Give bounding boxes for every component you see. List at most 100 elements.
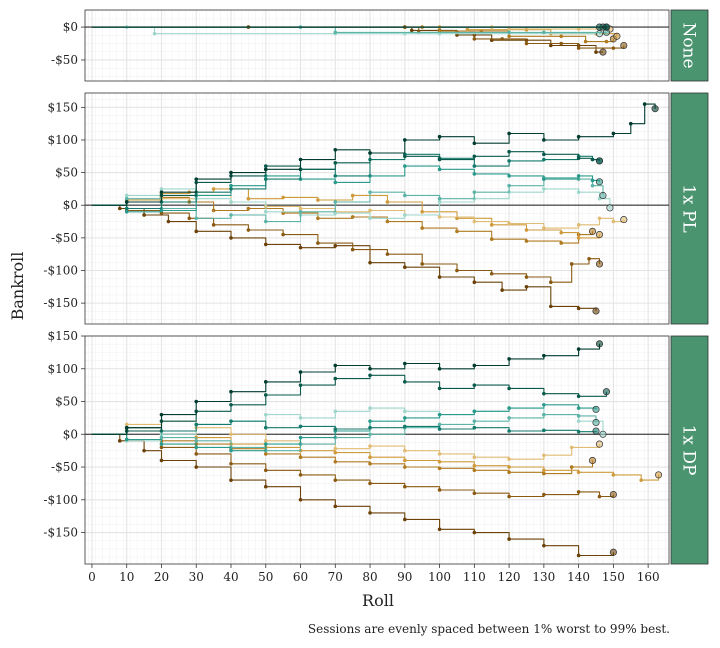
session-point [333,409,338,414]
session-end-point [592,307,600,315]
session-point [298,209,303,214]
session-point [403,213,407,217]
session-point [263,442,268,446]
session-end-point [595,30,604,38]
panel-border [84,335,670,565]
session-point [385,219,390,224]
session-point [124,200,129,204]
session-end-point [599,191,607,199]
x-axis: 0 10 20 30 40 50 60 70 80 90 100 110 120 130 140 150 160 [88,564,660,584]
session-point [298,424,303,429]
session-point [142,213,146,217]
session-point [385,200,390,204]
y-tick-label: $100 [47,133,78,147]
session-point [263,242,268,247]
session-point [194,439,199,443]
y-tick-label: -$100 [43,493,78,507]
session-point [281,195,285,200]
session-line [92,204,597,311]
session-point [594,50,598,54]
session-end-point [602,388,610,396]
session-point [368,461,372,466]
session-point [559,230,564,235]
session-point [333,450,338,455]
session-point [229,461,233,466]
session-point [333,243,338,248]
session-point [507,537,511,541]
session-point [507,386,511,391]
session-point [576,46,581,50]
y-tick-label: $0 [63,198,78,212]
session-point [507,465,511,469]
session-point [542,138,546,142]
session-point [569,445,574,450]
session-point [507,429,511,433]
panel-1: -$50 $0 None [51,9,709,82]
y-tick-label: -$150 [43,526,78,540]
session-line [92,404,597,452]
session-point [229,478,233,482]
session-point [507,494,511,499]
session-point [524,275,529,279]
session-point [333,446,338,451]
session-line [92,343,601,435]
session-point [576,394,581,399]
session-point [639,478,643,482]
session-point [576,156,581,161]
session-point [455,268,459,273]
session-point [298,473,303,477]
session-point [437,488,442,492]
session-end-point [592,427,600,435]
session-point [194,177,199,181]
x-tick-label: 140 [567,570,590,584]
session-point [542,402,546,407]
session-point [507,30,511,35]
session-point [403,458,407,463]
session-point [403,380,407,384]
session-point [576,223,581,227]
session-point [263,209,268,214]
x-tick-label: 100 [428,570,451,584]
session-point [124,196,129,201]
session-point [437,200,442,204]
session-point [368,216,372,221]
session-point [576,553,581,558]
x-tick-label: 40 [223,570,238,584]
session-point [124,206,129,211]
session-point [117,206,122,211]
session-point [229,183,233,188]
session-end-point [595,231,604,239]
session-point [576,406,581,410]
session-point [542,453,546,458]
session-point [194,216,199,221]
session-point [507,159,511,163]
session-point [263,439,268,443]
session-end-point [606,204,614,212]
session-point [194,422,199,427]
session-point [604,39,609,44]
session-point [403,138,407,142]
session-point [611,46,616,50]
session-end-point [651,105,659,113]
session-point [333,147,338,152]
session-point [576,429,581,434]
session-point [437,452,442,456]
x-tick-label: 120 [498,570,521,584]
session-point [642,102,647,106]
session-point [576,414,581,418]
session-point [124,209,129,214]
session-end-point [595,440,604,448]
session-point [472,190,477,194]
session-point [489,271,494,276]
session-point [263,393,268,397]
session-point [368,190,372,194]
session-point [472,419,477,423]
session-point [472,468,477,473]
session-point [420,226,424,230]
session-end-point [599,430,607,438]
session-point [472,425,477,430]
session-point [333,504,338,509]
session-point [333,30,338,35]
session-point [229,432,233,437]
